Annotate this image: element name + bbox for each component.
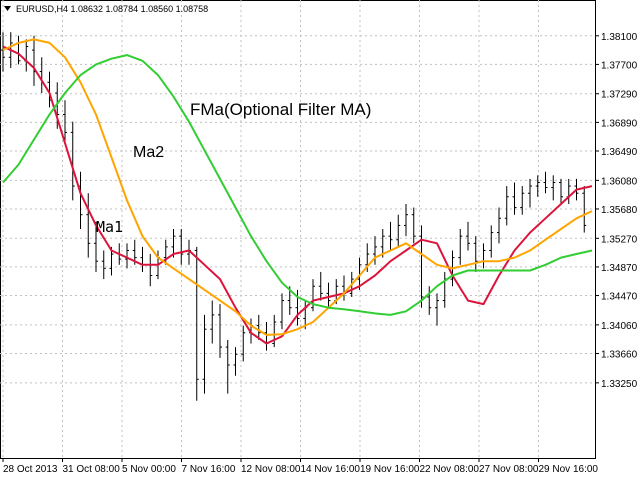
price-bar [171,229,176,258]
time-tick-label: 12 Nov 08:00 [241,464,301,475]
price-bar [427,286,432,315]
ma1-line [2,45,593,345]
price-bar [404,203,408,237]
price-bar [535,175,540,197]
price-tick-label: 1.38100 [601,32,638,43]
price-bar [373,236,377,265]
price-tick-label: 1.34870 [601,263,638,274]
price-axis: 1.38100 1.37700 1.37290 1.36890 1.36490 1.360… [595,32,638,390]
price-bar [210,300,215,344]
price-bar [318,271,323,301]
price-bar [559,178,563,204]
price-tick-label: 1.36890 [601,118,638,129]
time-tick-label: 28 Oct 2013 [3,464,58,475]
price-bar [520,186,525,215]
price-bar [140,246,145,272]
price-bar [582,186,587,233]
price-bar [388,221,393,251]
price-bar [32,35,36,86]
price-bar [280,293,284,330]
price-bar [326,282,331,308]
price-bar [256,314,261,340]
price-bar [396,214,401,247]
price-bar [481,243,486,269]
price-bar [466,221,470,251]
price-bar [109,246,114,276]
grid-lines [0,0,595,458]
price-bar [63,100,67,144]
time-tick-label: 27 Nov 08:00 [479,464,539,475]
time-tick-label: 22 Nov 08:00 [420,464,480,475]
fma-line [2,54,593,316]
time-axis: 28 Oct 2013 31 Oct 08:00 5 Nov 00:00 7 Nov … [2,458,599,475]
price-bar [489,225,494,258]
annotation-fma: FMa(Optional Filter MA) [190,100,371,119]
price-tick-label: 1.37700 [601,60,638,71]
price-bar [497,207,501,244]
price-bar [411,207,416,244]
time-tick-label: 5 Nov 00:00 [122,464,176,475]
price-bar [566,178,571,204]
price-bar [225,339,230,394]
triangle-down-icon[interactable] [4,6,11,11]
price-bar [264,322,269,351]
time-tick-label: 7 Nov 16:00 [182,464,236,475]
price-bar [442,271,447,308]
price-bar [16,35,21,65]
price-bar [528,178,532,208]
price-bar [179,229,184,265]
price-bar [458,229,463,265]
moving-average-lines [2,38,593,345]
price-bar [125,243,129,269]
symbol-info: EURUSD,H4 1.08632 1.08784 1.08560 1.0875… [16,4,208,14]
price-bar [94,221,98,272]
price-bar [233,347,238,376]
price-tick-label: 1.33660 [601,350,638,361]
price-bar [101,250,106,280]
price-bar [86,193,91,258]
price-bar [202,314,207,394]
price-bar [272,314,277,348]
candlestick-bars [1,32,587,401]
price-bar [24,39,29,72]
price-bar [512,182,517,215]
price-bar [70,121,75,201]
price-bar [148,254,153,287]
price-tick-label: 1.33250 [601,379,638,390]
time-tick-label: 29 Nov 16:00 [539,464,599,475]
price-tick-label: 1.37290 [601,90,638,101]
plot-area-border [0,0,596,459]
price-tick-label: 1.34470 [601,292,638,303]
price-tick-label: 1.36080 [601,176,638,187]
time-tick-label: 14 Nov 16:00 [301,464,361,475]
price-bar [504,186,509,226]
price-tick-label: 1.35270 [601,234,638,245]
annotation-ma2: Ma2 [133,144,164,161]
price-bar [473,236,478,272]
price-bar [435,293,439,326]
price-tick-label: 1.36490 [601,147,638,158]
symbol-header: EURUSD,H4 1.08632 1.08784 1.08560 1.0875… [4,4,208,14]
price-bar [1,32,5,72]
price-bar [218,304,222,358]
price-bar [380,229,385,258]
price-bar [357,257,362,290]
price-bar [551,175,556,201]
price-bar [194,246,199,401]
price-bar [543,171,548,194]
time-tick-label: 31 Oct 08:00 [63,464,121,475]
price-bar [311,279,315,312]
annotation-ma1: Ma1 [96,218,123,236]
price-tick-label: 1.34060 [601,321,638,332]
price-tick-label: 1.35680 [601,205,638,216]
price-bar [342,275,346,301]
price-bar [39,57,44,94]
price-bar [241,325,246,362]
ma2-line [2,38,593,336]
time-tick-label: 19 Nov 16:00 [360,464,420,475]
